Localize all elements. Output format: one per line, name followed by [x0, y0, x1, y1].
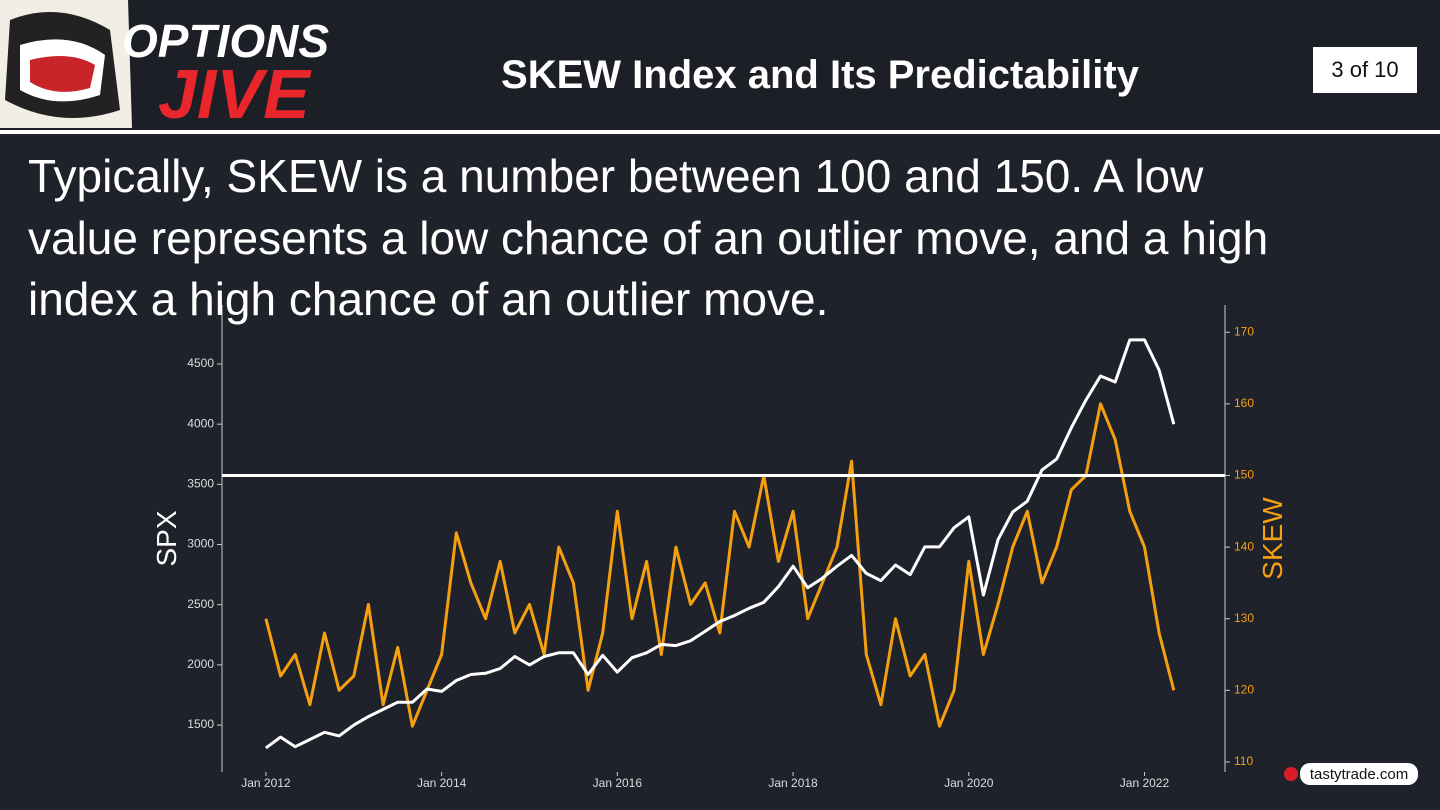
page-box	[1313, 47, 1417, 93]
brand-cherry	[1284, 767, 1298, 781]
series-line	[264, 402, 1176, 728]
series-line	[265, 338, 1176, 750]
y2-tick-label: 160	[1234, 396, 1254, 410]
logo-face	[0, 0, 132, 128]
y-tick-label: 1500	[187, 717, 214, 731]
y2-tick-label: 130	[1234, 611, 1254, 625]
y-tick-label: 2000	[187, 657, 214, 671]
y-tick-label: 3500	[187, 477, 214, 491]
body-line: Typically, SKEW is a number between 100 …	[28, 150, 1204, 202]
chart: 1500 2000 2500 3000 3500 4000 4500 110 120 130 140…	[151, 305, 1288, 790]
y-axis-label: SPX	[151, 510, 182, 566]
x-tick-label: Jan 2016	[593, 776, 643, 790]
page-counter: 3 of 10	[1331, 57, 1398, 82]
x-tick-label: Jan 2012	[241, 776, 291, 790]
x-tick-label: Jan 2020	[944, 776, 994, 790]
logo-bottom: JIVE	[158, 55, 312, 133]
y-tick-label: 3000	[187, 537, 214, 551]
y-tick-label: 4000	[187, 416, 214, 430]
y2-tick-label: 120	[1234, 683, 1254, 697]
header-bg	[0, 0, 1440, 131]
x-tick-label: Jan 2018	[768, 776, 818, 790]
y2-tick-label: 150	[1234, 468, 1254, 482]
y2-tick-label: 140	[1234, 539, 1254, 553]
y-tick-label: 4500	[187, 356, 214, 370]
slide-title: SKEW Index and Its Predictability	[501, 53, 1140, 97]
body-line: value represents a low chance of an outl…	[28, 212, 1268, 264]
body-line: index a high chance of an outlier move.	[28, 273, 828, 325]
y2-tick-label: 110	[1234, 754, 1253, 768]
brand-pill	[1300, 763, 1418, 785]
logo-top: OPTIONS	[122, 15, 329, 67]
brand: tastytrade.com	[1310, 766, 1408, 783]
x-tick-label: Jan 2014	[417, 776, 467, 790]
y-tick-label: 2500	[187, 597, 214, 611]
y2-tick-label: 170	[1234, 324, 1254, 338]
x-tick-label: Jan 2022	[1120, 776, 1170, 790]
y2-axis-label: SKEW	[1257, 497, 1288, 580]
